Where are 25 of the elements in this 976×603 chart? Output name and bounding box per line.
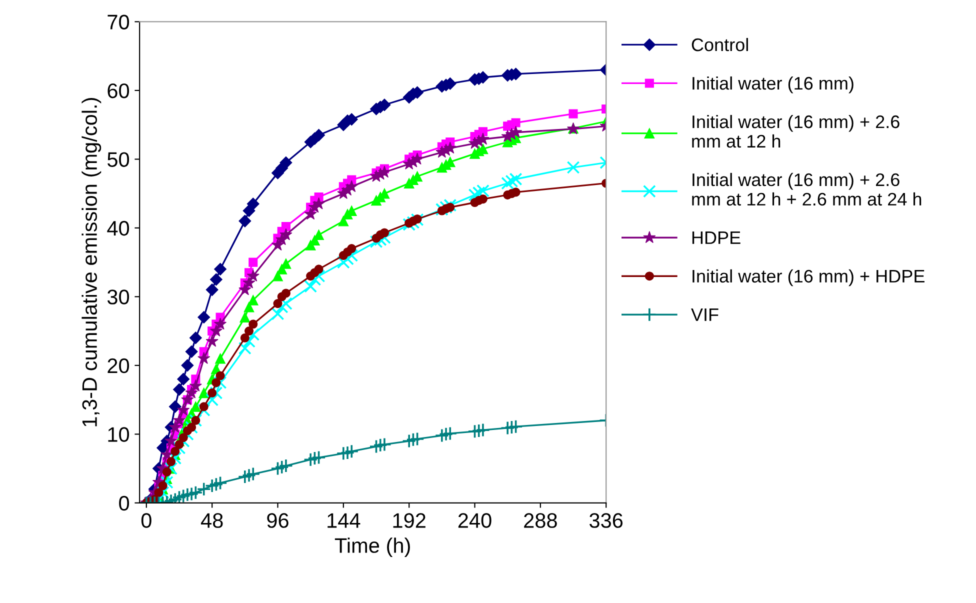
legend-label: Control	[692, 38, 748, 52]
legend-label: Initial water (16 mm) + 2.6 mm at 12 h	[692, 114, 900, 148]
y-tick-label: 0	[119, 496, 130, 511]
x-tick-label: 48	[200, 513, 223, 528]
y-tick-label: 70	[108, 14, 130, 30]
legend-label: Initial water (16 mm) + HDPE	[692, 269, 924, 286]
x-tick-label: 0	[141, 513, 152, 528]
y-tick-label: 10	[108, 427, 130, 442]
y-tick-label: 20	[108, 358, 130, 374]
legend-label: Initial water (16 mm)	[692, 76, 854, 94]
x-axis-title: Time (h)	[334, 538, 410, 558]
x-tick-label: 144	[328, 513, 360, 528]
x-tick-label: 192	[393, 513, 426, 528]
x-tick-label: 336	[590, 513, 623, 528]
y-tick-label: 60	[108, 83, 130, 98]
legend-label: VIF	[691, 308, 718, 321]
x-tick-label: 288	[524, 513, 557, 528]
x-tick-label: 240	[458, 513, 492, 528]
legend-label: HDPE	[692, 232, 740, 244]
x-tick-label: 96	[267, 513, 288, 528]
y-tick-label: 50	[108, 152, 130, 167]
y-tick-label: 40	[107, 220, 130, 236]
legend-label: Initial water (16 mm) + 2.6 mm at 12 h + 2.6 mm at 24 h	[692, 172, 922, 206]
y-axis-title: 1,3-D cumulative emission (mg/col.)	[82, 98, 102, 426]
y-tick-label: 30	[107, 290, 130, 304]
